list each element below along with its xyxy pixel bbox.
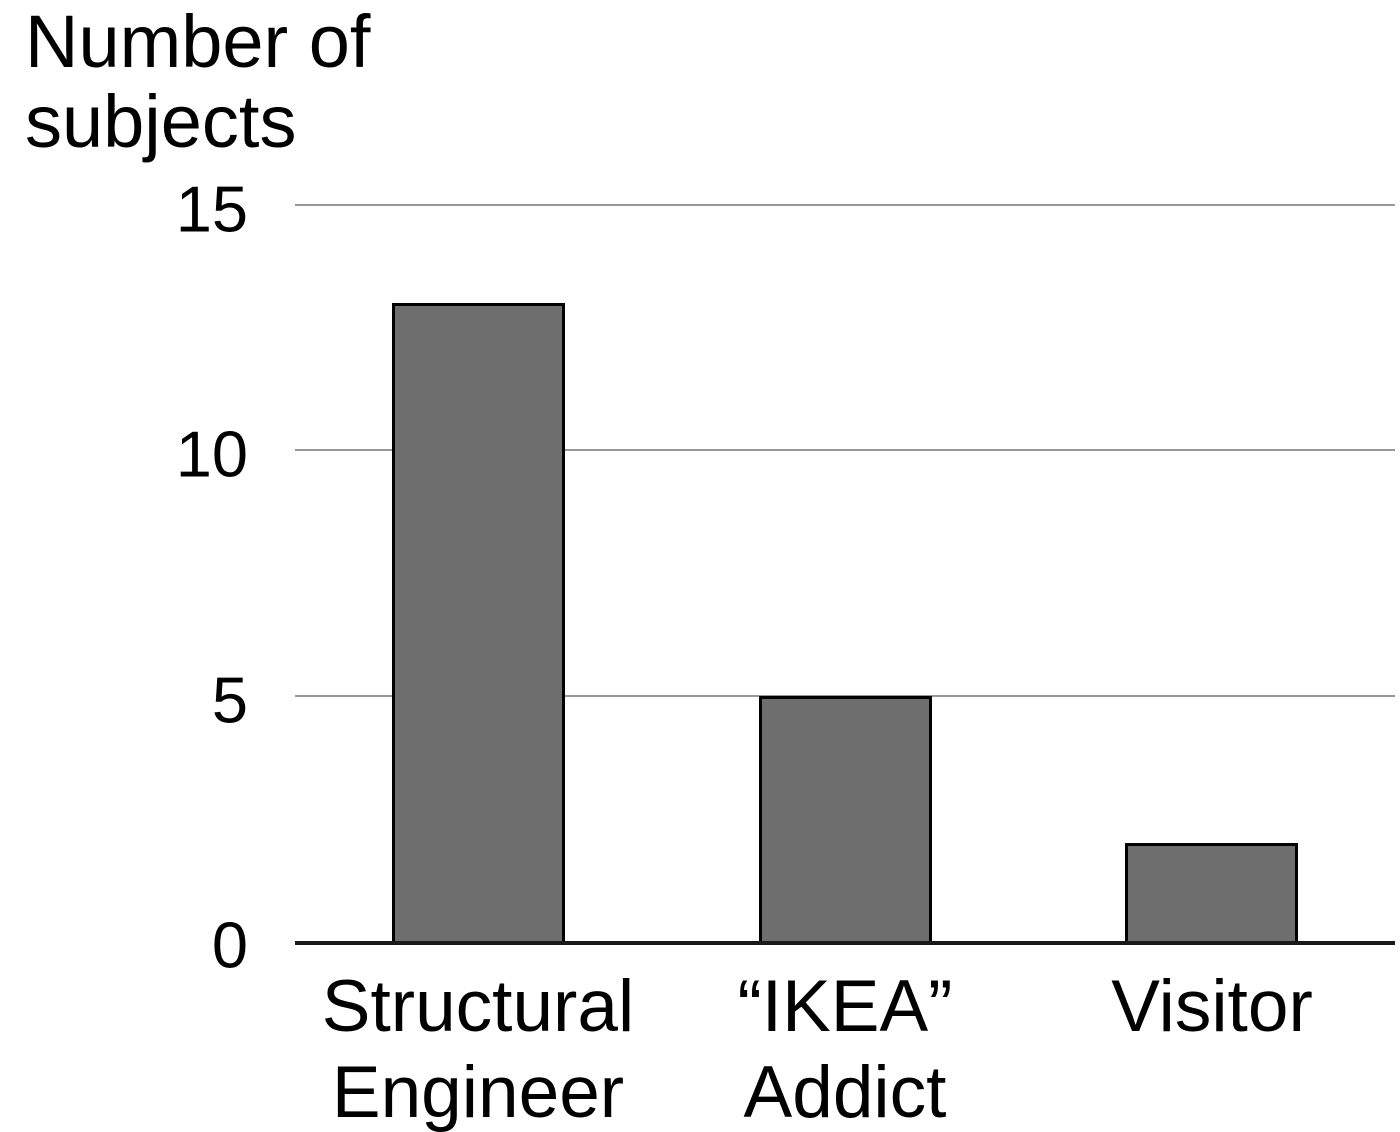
y-axis-title: Number of subjects xyxy=(25,2,370,162)
gridline-15 xyxy=(295,204,1395,206)
y-axis-title-line-1: Number of xyxy=(25,0,371,83)
gridline-10 xyxy=(295,449,1395,452)
y-tick-label-0: 0 xyxy=(211,908,248,982)
y-tick-label-10: 10 xyxy=(175,417,248,491)
gridline-5 xyxy=(295,694,1395,697)
x-axis-label-“IKEA” Addict: “IKEA” Addict xyxy=(585,964,1105,1132)
plot-area xyxy=(295,204,1395,945)
y-tick-label-15: 15 xyxy=(175,172,248,246)
bar-Structural Engineer xyxy=(392,303,565,941)
x-axis-label-line: Addict xyxy=(743,1052,947,1132)
x-axis-label-line: Visitor xyxy=(1111,966,1313,1047)
x-axis-label-line: Engineer xyxy=(331,1052,625,1132)
y-tick-label-5: 5 xyxy=(211,663,248,737)
x-axis-label-Structural Engineer: Structural Engineer xyxy=(218,964,738,1132)
x-axis-label-line: Structural xyxy=(321,966,635,1047)
x-axis-label-line: “IKEA” xyxy=(737,966,953,1047)
bar-Visitor xyxy=(1125,843,1298,941)
x-axis-label-Visitor: Visitor xyxy=(952,964,1400,1050)
bar-“IKEA” Addict xyxy=(759,696,932,941)
y-axis-title-line-2: subjects xyxy=(25,80,297,163)
